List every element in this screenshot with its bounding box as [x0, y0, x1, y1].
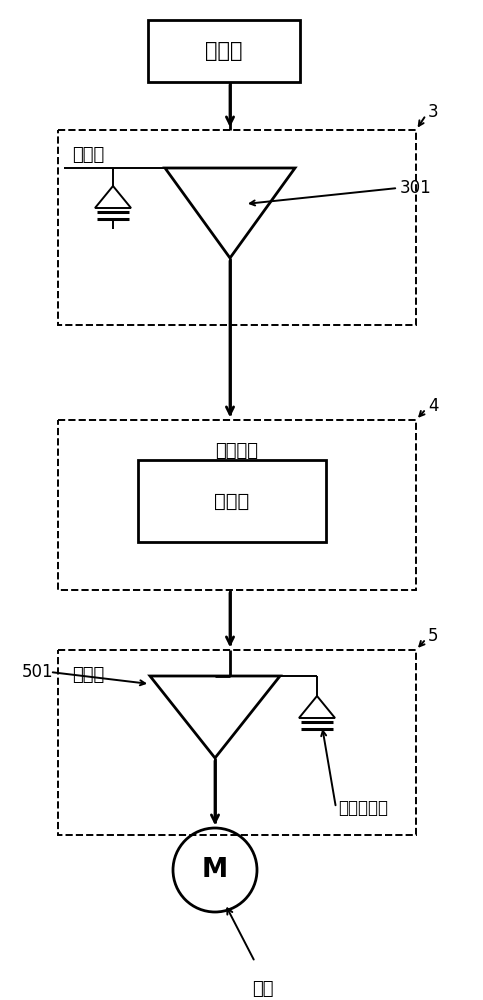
Text: 电容补偶器: 电容补偶器 — [338, 799, 388, 817]
Bar — [58, 130, 416, 325]
Text: 计量表室: 计量表室 — [215, 442, 258, 460]
Text: 4: 4 — [428, 397, 439, 415]
Bar — [58, 650, 416, 835]
Bar — [138, 460, 326, 542]
Text: 301: 301 — [400, 179, 432, 197]
Bar — [148, 20, 300, 82]
Text: 进线室: 进线室 — [72, 146, 104, 164]
Text: 出线室: 出线室 — [72, 666, 104, 684]
Text: M: M — [202, 857, 228, 883]
Text: 5: 5 — [428, 627, 439, 645]
Bar — [58, 420, 416, 590]
Text: 501: 501 — [22, 663, 54, 681]
Text: 水泵: 水泵 — [252, 980, 274, 998]
Text: 电源线: 电源线 — [205, 41, 243, 61]
Text: 3: 3 — [428, 103, 439, 121]
Text: 计量表: 计量表 — [214, 491, 250, 510]
